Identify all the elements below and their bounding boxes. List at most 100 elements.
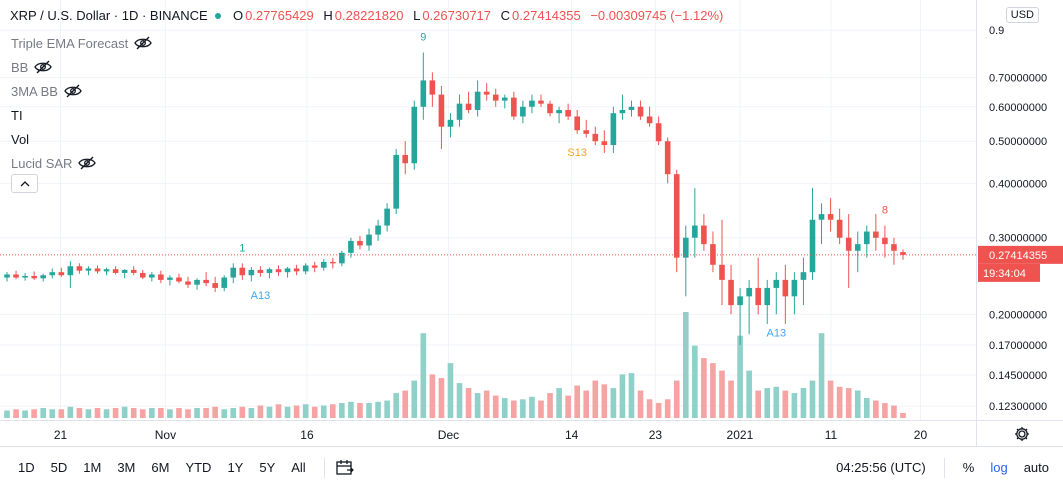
- symbol-title[interactable]: XRP / U.S. Dollar · 1D · BINANCE: [10, 8, 208, 23]
- indicator-lucid-sar[interactable]: Lucid SAR: [11, 151, 152, 175]
- td-mark-label: 8: [882, 205, 888, 217]
- range-5d-button[interactable]: 5D: [50, 460, 68, 475]
- range-all-button[interactable]: All: [291, 460, 306, 475]
- candle: [873, 214, 879, 251]
- eye-hidden-icon[interactable]: [34, 60, 53, 74]
- indicator-triple-ema[interactable]: Triple EMA Forecast: [11, 31, 153, 55]
- auto-scale-toggle[interactable]: auto: [1023, 460, 1049, 475]
- indicator-ti[interactable]: TI: [11, 103, 152, 127]
- volume-bar: [673, 380, 680, 418]
- td-sequential-marks: 1 A13 9 S13 A13 8: [239, 31, 888, 339]
- eye-hidden-icon[interactable]: [64, 84, 82, 98]
- collapse-indicators-button[interactable]: [11, 174, 38, 193]
- candle: [863, 225, 870, 258]
- candle: [330, 257, 336, 269]
- candle: [375, 219, 381, 241]
- volume-bar: [121, 406, 128, 418]
- indicator-3ma-bb[interactable]: 3MA BB: [11, 79, 152, 103]
- indicator-label: TI: [11, 107, 23, 123]
- price-tick-label: 0.12300000: [989, 401, 1047, 413]
- candlestick-chart[interactable]: 1 A13 9 S13 A13 8: [0, 0, 976, 420]
- candle: [556, 106, 562, 124]
- candle: [628, 100, 635, 117]
- volume-bar: [366, 403, 372, 418]
- volume-bar: [112, 408, 119, 418]
- volume-bar: [900, 413, 906, 418]
- volume-bar: [49, 409, 56, 418]
- indicator-vol[interactable]: Vol: [11, 127, 152, 151]
- indicator-bb[interactable]: BB: [11, 55, 152, 79]
- candle: [565, 103, 571, 120]
- indicator-label: 3MA BB: [11, 83, 58, 99]
- time-tick-label: 23: [649, 428, 663, 442]
- candle: [31, 271, 37, 280]
- time-axis[interactable]: 21 Nov 16 Dec 14 23 2021 11 20: [0, 420, 976, 446]
- volume-bar: [655, 403, 662, 418]
- volume-bar: [791, 393, 798, 418]
- volume-bar: [701, 358, 707, 418]
- time-axis-scale: 21 Nov 16 Dec 14 23 2021 11 20: [54, 428, 928, 442]
- volume-bar: [130, 408, 137, 418]
- range-ytd-button[interactable]: YTD: [185, 460, 212, 475]
- log-scale-toggle[interactable]: log: [990, 460, 1008, 475]
- candle: [203, 272, 209, 287]
- range-5y-button[interactable]: 5Y: [259, 460, 276, 475]
- percent-scale-toggle[interactable]: %: [962, 460, 975, 475]
- price-tick-label: 0.17000000: [989, 340, 1047, 352]
- utc-clock[interactable]: 04:25:56 (UTC): [836, 460, 926, 475]
- currency-badge[interactable]: USD: [1005, 7, 1039, 23]
- volume-bar: [357, 403, 363, 418]
- candle: [49, 268, 56, 279]
- gear-icon[interactable]: [977, 421, 1063, 447]
- candle: [710, 231, 716, 273]
- candle: [818, 203, 825, 245]
- candle: [320, 259, 327, 271]
- volume-bar: [882, 403, 888, 418]
- eye-hidden-icon[interactable]: [78, 156, 97, 170]
- time-tick-label: 21: [54, 428, 68, 442]
- candle: [701, 214, 707, 251]
- date-range-icon[interactable]: [335, 459, 355, 477]
- range-6m-button[interactable]: 6M: [151, 460, 170, 475]
- volume-bar: [538, 400, 544, 418]
- volume-bar: [574, 385, 580, 418]
- volume-bar: [710, 363, 716, 418]
- td-mark-label: A13: [767, 327, 787, 339]
- candle: [239, 263, 246, 280]
- eye-hidden-icon[interactable]: [134, 36, 153, 50]
- candle: [791, 272, 798, 315]
- candle: [284, 266, 291, 278]
- volume-bar: [474, 393, 481, 418]
- volume-bar: [76, 408, 83, 418]
- price-tick-label: 0.70000000: [989, 73, 1047, 85]
- symbol-legend: XRP / U.S. Dollar · 1D · BINANCE O 0.2776…: [10, 8, 729, 23]
- volume-bar: [320, 405, 327, 418]
- volume-bar: [185, 409, 191, 418]
- bottom-toolbar: 1D 5D 1M 3M 6M YTD 1Y 5Y All 04:25:56 (U…: [0, 446, 1063, 488]
- candle: [257, 266, 264, 277]
- volume-bar: [167, 409, 173, 418]
- candle: [682, 225, 689, 297]
- time-tick-label: 16: [300, 428, 314, 442]
- chart-settings-corner[interactable]: [976, 420, 1063, 446]
- volume-bar: [393, 393, 399, 418]
- volume-bar: [556, 388, 562, 418]
- volume-bar: [601, 384, 608, 418]
- range-1y-button[interactable]: 1Y: [227, 460, 244, 475]
- candle: [827, 198, 834, 232]
- candle: [646, 106, 653, 127]
- volume-bar: [230, 408, 237, 418]
- volume-bar: [520, 399, 526, 418]
- candle: [139, 269, 146, 280]
- open-label: O: [232, 8, 244, 23]
- range-1d-button[interactable]: 1D: [18, 460, 35, 475]
- volume-bar: [221, 409, 228, 418]
- range-3m-button[interactable]: 3M: [117, 460, 136, 475]
- price-axis[interactable]: 0.9 0.70000000 0.60000000 0.50000000 0.40000…: [976, 0, 1063, 420]
- candle: [719, 219, 725, 306]
- range-1m-button[interactable]: 1M: [83, 460, 102, 475]
- low-label: L: [413, 8, 421, 23]
- candle: [76, 263, 83, 274]
- chart-pane[interactable]: 1 A13 9 S13 A13 8 XRP / U.S. Dollar · 1D · BI…: [0, 0, 976, 420]
